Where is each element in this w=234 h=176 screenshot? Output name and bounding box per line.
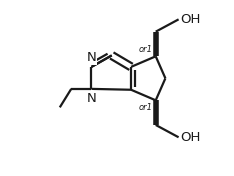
Text: N: N xyxy=(87,51,96,64)
Text: OH: OH xyxy=(180,12,201,26)
Text: N: N xyxy=(87,92,96,105)
Text: OH: OH xyxy=(180,131,201,144)
Text: or1: or1 xyxy=(139,103,153,112)
Text: or1: or1 xyxy=(139,45,153,54)
